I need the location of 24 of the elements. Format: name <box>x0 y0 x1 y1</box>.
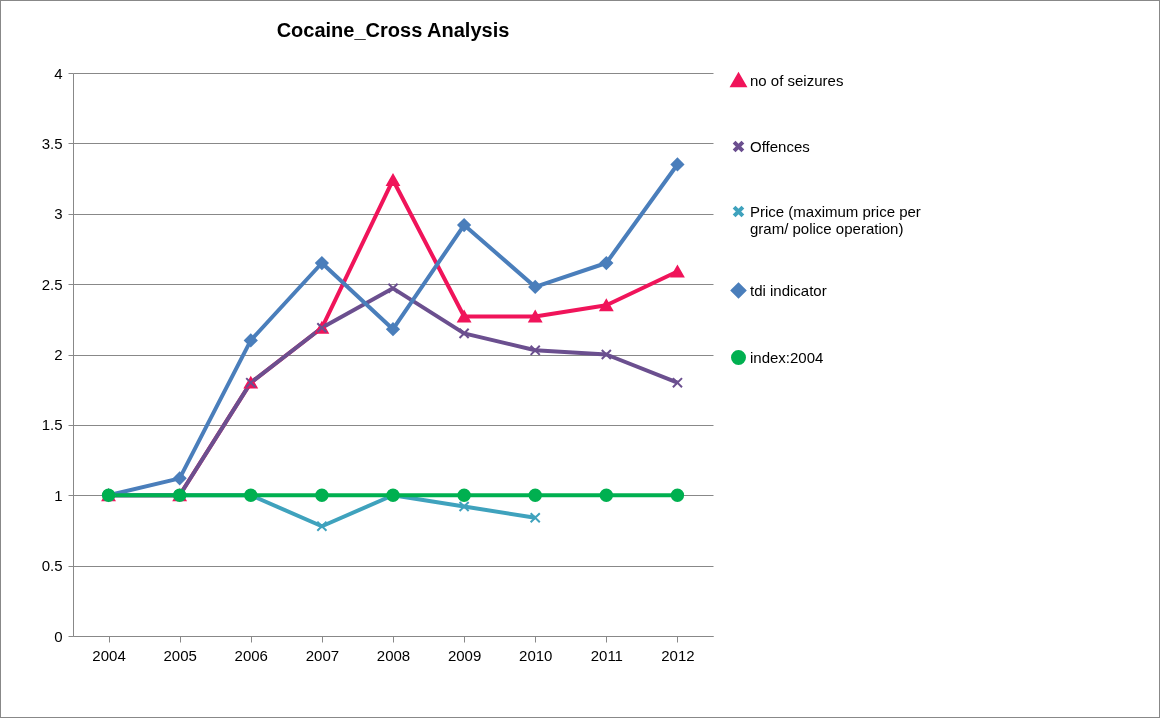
x-tick-label: 2009 <box>447 646 482 664</box>
y-tick-label: 4 <box>54 64 63 82</box>
y-tick-label: 2.5 <box>41 275 63 293</box>
x-tick-label: 2011 <box>590 646 623 664</box>
y-tick-label: 1.5 <box>41 416 63 434</box>
x-tick-label: 2007 <box>305 646 340 664</box>
x-tick-label: 2005 <box>163 646 197 664</box>
legend-label: Price (maximum price per gram/ police operation) <box>750 202 921 237</box>
y-tick-label: 0.5 <box>41 557 63 575</box>
legend-label: index:2004 <box>750 348 824 366</box>
legend-label: tdi indicator <box>750 281 827 299</box>
y-tick-label: 3 <box>54 205 63 223</box>
x-tick-label: 2008 <box>376 646 411 664</box>
x-tick-label: 2006 <box>234 646 268 664</box>
y-tick-label: 2 <box>54 346 63 363</box>
x-tick-label: 2010 <box>519 646 553 664</box>
y-tick-label: 1 <box>54 486 63 504</box>
x-tick-label: 2004 <box>92 646 126 664</box>
legend-label: no of seizures <box>750 71 844 89</box>
y-tick-label: 3.5 <box>41 134 63 152</box>
chart-title: Cocaine_Cross Analysis <box>276 19 510 41</box>
legend-label: Offences <box>750 137 810 155</box>
x-tick-label: 2012 <box>661 646 695 664</box>
y-tick-label: 0 <box>54 627 63 645</box>
